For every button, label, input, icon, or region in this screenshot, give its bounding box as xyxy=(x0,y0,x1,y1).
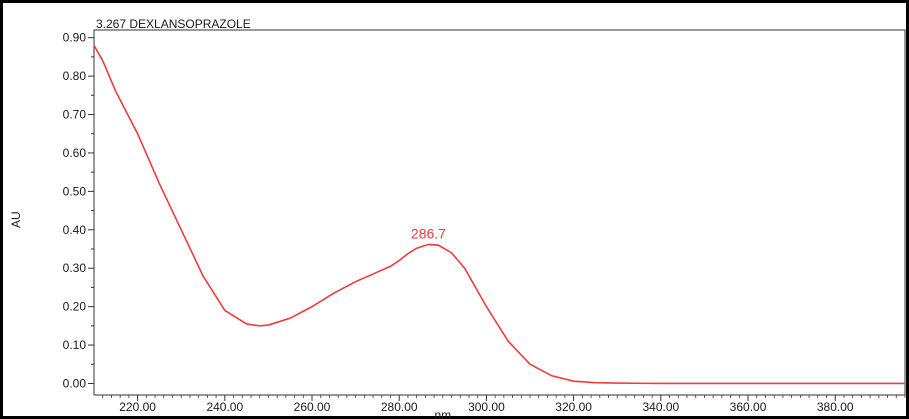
x-tick-label: 260.00 xyxy=(294,400,331,414)
x-tick-label: 300.00 xyxy=(468,400,505,414)
x-tick-label: 240.00 xyxy=(206,400,243,414)
x-tick-label: 220.00 xyxy=(119,400,156,414)
y-tick-label: 0.00 xyxy=(63,376,87,390)
y-axis: 0.00 0.10 0.20 0.30 0.40 0.50 0.60 0.70 0.80 0.90 xyxy=(63,31,94,390)
y-tick-label: 0.40 xyxy=(63,223,87,237)
y-tick-label: 0.50 xyxy=(63,184,87,198)
chart-title: 3.267 DEXLANSOPRAZOLE xyxy=(96,17,251,31)
y-tick-label: 0.60 xyxy=(63,146,87,160)
x-tick-label: 320.00 xyxy=(555,400,592,414)
absorbance-spectrum-line xyxy=(93,44,905,385)
x-tick-label: 380.00 xyxy=(817,400,854,414)
y-tick-label: 0.20 xyxy=(63,300,87,314)
annotations: 286.7 xyxy=(411,225,446,241)
y-axis-title: AU xyxy=(9,211,23,228)
x-axis-title: nm xyxy=(434,408,451,419)
x-axis: 220.00 240.00 260.00 280.00 300.00 320.00 340.… xyxy=(102,395,906,414)
x-tick-label: 280.00 xyxy=(381,400,418,414)
y-tick-label: 0.30 xyxy=(63,261,87,275)
y-tick-label: 0.90 xyxy=(63,31,87,45)
peak-label: 286.7 xyxy=(411,225,446,241)
y-tick-label: 0.70 xyxy=(63,108,87,122)
x-tick-label: 360.00 xyxy=(730,400,767,414)
plot-area xyxy=(93,29,906,396)
y-tick-label: 0.10 xyxy=(63,338,87,352)
y-tick-label: 0.80 xyxy=(63,69,87,83)
x-tick-label: 340.00 xyxy=(642,400,679,414)
